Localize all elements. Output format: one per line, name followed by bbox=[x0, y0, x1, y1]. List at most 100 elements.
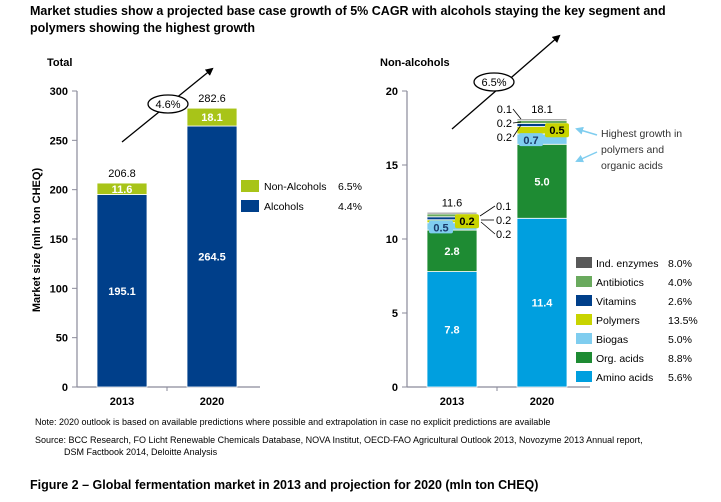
left-total-label-2013: 206.8 bbox=[108, 168, 136, 180]
left-cagr-ellipse bbox=[147, 94, 189, 114]
right-total-label-2020: 18.1 bbox=[531, 104, 552, 116]
right-bar-antibiotics-2020 bbox=[516, 120, 568, 124]
right-x-tick-label: 2013 bbox=[440, 396, 464, 408]
right-value-label-polymers: 0.5 bbox=[549, 125, 564, 137]
left-y-tick-label: 250 bbox=[50, 135, 68, 147]
right-legend-label: Vitamins bbox=[596, 296, 636, 308]
left-y-tick-label: 200 bbox=[50, 185, 68, 197]
right-leader-label-antibiotics-2020: 0.2 bbox=[497, 118, 512, 130]
left-y-tick-label: 150 bbox=[50, 234, 68, 246]
right-value-box-biogas bbox=[519, 133, 543, 147]
right-legend-swatch bbox=[576, 352, 592, 363]
right-cagr-ellipse bbox=[473, 72, 515, 92]
left-chart-title: Total bbox=[47, 57, 72, 69]
left-legend-cagr: 6.5% bbox=[338, 181, 362, 193]
right-x-tick-label: 2020 bbox=[530, 396, 554, 408]
left-cagr-label: 4.6% bbox=[155, 99, 180, 111]
right-value-box-polymers bbox=[455, 214, 479, 229]
left-legend-cagr: 4.4% bbox=[338, 201, 362, 213]
right-legend-swatch bbox=[576, 314, 592, 325]
right-legend-swatch bbox=[576, 295, 592, 306]
left-value-label-alcohols: 264.5 bbox=[198, 252, 226, 264]
chart-note: Note: 2020 outlook is based on available… bbox=[35, 417, 551, 427]
right-legend-label: Ind. enzymes bbox=[596, 258, 658, 270]
right-bar-amino-acids-2013 bbox=[426, 271, 478, 388]
left-y-tick-label: 300 bbox=[50, 86, 68, 98]
right-leader-label-vitamins-2013: 0.2 bbox=[496, 229, 511, 241]
right-legend-swatch bbox=[576, 276, 592, 287]
callout-text: Highest growth in polymers and organic a… bbox=[601, 128, 685, 172]
left-y-tick-label: 50 bbox=[56, 333, 68, 345]
chart-source: Source: BCC Research, FO Licht Renewable… bbox=[35, 434, 675, 458]
left-value-label-alcohols: 195.1 bbox=[108, 286, 136, 298]
right-legend-cagr: 8.0% bbox=[668, 258, 692, 270]
source-line-1: Source: BCC Research, FO Licht Renewable… bbox=[35, 435, 643, 445]
right-leader-line bbox=[512, 124, 522, 138]
source-line-2: DSM Factbook 2014, Deloitte Analysis bbox=[64, 447, 218, 457]
right-value-box-polymers bbox=[545, 123, 569, 138]
right-legend-swatch bbox=[576, 371, 592, 382]
chart-headline: Market studies show a projected base cas… bbox=[30, 4, 666, 35]
right-value-label-biogas: 0.5 bbox=[433, 222, 448, 234]
right-y-tick-label: 0 bbox=[392, 382, 398, 394]
right-leader-line bbox=[479, 205, 496, 217]
figure-caption: Figure 2 – Global fermentation market in… bbox=[30, 478, 539, 492]
right-chart-title: Non-alcohols bbox=[380, 57, 450, 69]
callout-line-1: Highest growth in bbox=[601, 128, 682, 140]
right-leader-line bbox=[512, 108, 522, 120]
left-bar-alcohols-2013 bbox=[96, 194, 148, 388]
left-bar-non-alcohols-2020 bbox=[186, 107, 238, 127]
right-value-label-amino-acids: 11.4 bbox=[532, 298, 554, 310]
callout-arrow-org-acids bbox=[575, 151, 598, 163]
right-legend-cagr: 5.0% bbox=[668, 334, 692, 346]
right-legend-cagr: 8.8% bbox=[668, 353, 692, 365]
left-x-tick-label: 2013 bbox=[110, 396, 134, 408]
right-leader-line bbox=[480, 221, 496, 235]
right-y-tick-label: 10 bbox=[386, 234, 398, 246]
left-x-tick-label: 2020 bbox=[200, 396, 224, 408]
right-bar-ind-enzymes-2013 bbox=[426, 211, 478, 215]
right-leader-label-ind-enzymes-2020: 0.1 bbox=[497, 104, 512, 116]
right-total-label-2013: 11.6 bbox=[442, 197, 463, 209]
right-value-box-biogas bbox=[429, 220, 453, 234]
callout-line-2: polymers and bbox=[601, 144, 664, 156]
left-value-label-non-alcohols: 18.1 bbox=[201, 112, 222, 124]
right-leader-label-vitamins-2020: 0.2 bbox=[497, 132, 512, 144]
right-y-tick-label: 15 bbox=[386, 160, 398, 172]
right-legend-cagr: 13.5% bbox=[668, 315, 698, 327]
left-bar-alcohols-2020 bbox=[186, 125, 238, 388]
left-legend-swatch bbox=[241, 200, 259, 212]
right-value-label-polymers: 0.2 bbox=[459, 216, 474, 228]
right-legend-label: Org. acids bbox=[596, 353, 644, 365]
right-leader-line bbox=[512, 121, 522, 124]
callout-arrow-polymers bbox=[575, 126, 598, 136]
right-y-tick-label: 20 bbox=[386, 86, 398, 98]
left-y-tick-label: 0 bbox=[62, 382, 68, 394]
right-value-label-org-acids: 5.0 bbox=[534, 176, 549, 188]
left-total-label-2020: 282.6 bbox=[198, 93, 226, 105]
right-legend-swatch bbox=[576, 257, 592, 268]
left-bar-non-alcohols-2013 bbox=[96, 182, 148, 195]
right-legend-cagr: 5.6% bbox=[668, 372, 692, 384]
left-legend-swatch bbox=[241, 180, 259, 192]
right-value-label-amino-acids: 7.8 bbox=[444, 324, 459, 336]
right-value-label-biogas: 0.7 bbox=[523, 135, 538, 147]
right-bar-ind-enzymes-2020 bbox=[516, 118, 568, 122]
right-legend-label: Antibiotics bbox=[596, 277, 644, 289]
right-value-label-org-acids: 2.8 bbox=[444, 246, 459, 258]
right-leader-label-antibiotics-2013: 0.2 bbox=[496, 215, 511, 227]
right-legend-label: Polymers bbox=[596, 315, 640, 327]
left-y-axis-label: Market size (mln ton CHEQ) bbox=[31, 168, 43, 313]
callout-line-3: organic acids bbox=[601, 160, 663, 172]
left-legend-label: Non-Alcohols bbox=[264, 181, 326, 193]
right-legend-cagr: 4.0% bbox=[668, 277, 692, 289]
right-bar-org-acids-2020 bbox=[516, 143, 568, 219]
right-y-tick-label: 5 bbox=[392, 308, 398, 320]
right-legend-swatch bbox=[576, 333, 592, 344]
right-cagr-label: 6.5% bbox=[481, 77, 506, 89]
right-bar-amino-acids-2020 bbox=[516, 217, 568, 388]
left-value-label-non-alcohols: 11.6 bbox=[112, 184, 133, 196]
left-legend-label: Alcohols bbox=[264, 201, 304, 213]
right-legend-label: Amino acids bbox=[596, 372, 653, 384]
